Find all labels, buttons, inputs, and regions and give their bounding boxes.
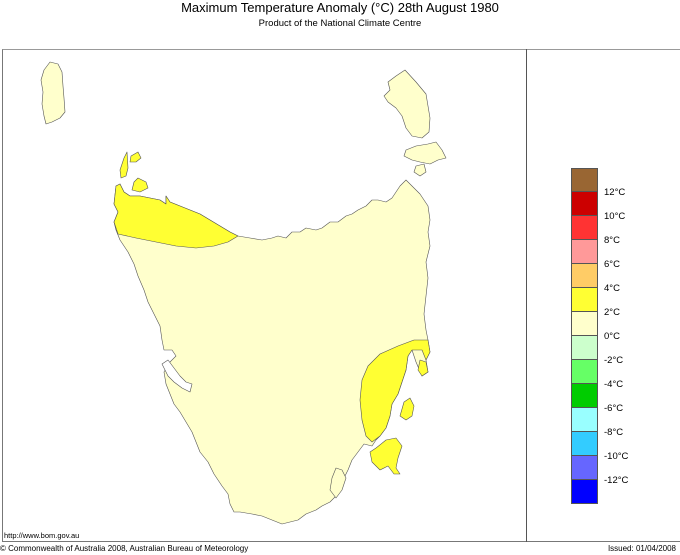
king-island <box>40 61 66 125</box>
three-hummock-island <box>129 151 142 163</box>
copyright-notice: © Commonwealth of Australia 2008, Austra… <box>0 544 249 553</box>
legend-label: 0°C <box>604 331 620 342</box>
legend-swatch <box>571 240 598 264</box>
hunter-island <box>119 151 129 179</box>
legend-swatch <box>571 192 598 216</box>
macquarie-harbour <box>161 359 193 393</box>
map-subtitle: Product of the National Climate Centre <box>258 18 422 29</box>
legend-label: 10°C <box>604 211 626 222</box>
schouten-island <box>417 359 429 377</box>
anomaly-zone-southeast <box>359 339 431 443</box>
legend-label: 2°C <box>604 307 620 318</box>
source-url: http://www.bom.gov.au <box>4 531 80 540</box>
robbins-island <box>131 177 149 193</box>
legend-swatch <box>571 168 598 192</box>
legend-swatch <box>571 288 598 312</box>
legend-swatch <box>571 360 598 384</box>
cape-barren-island <box>403 141 447 165</box>
legend-swatch <box>571 264 598 288</box>
legend-swatch <box>571 408 598 432</box>
legend-label: 8°C <box>604 235 620 246</box>
anomaly-zone-northwest <box>113 183 239 249</box>
legend-swatch <box>571 216 598 240</box>
legend-label: -12°C <box>604 475 629 486</box>
legend-swatch <box>571 312 598 336</box>
legend-colorbar <box>571 168 598 504</box>
legend-swatch <box>571 384 598 408</box>
flinders-island <box>383 69 431 139</box>
map-frame <box>2 49 680 542</box>
legend-swatch <box>571 480 598 504</box>
legend-label: -10°C <box>604 451 629 462</box>
legend-label: 6°C <box>604 259 620 270</box>
issued-date: Issued: 01/04/2008 <box>607 544 676 553</box>
tasmania-map <box>40 61 447 525</box>
legend-divider <box>526 49 527 542</box>
legend-swatch <box>571 456 598 480</box>
tasman-peninsula <box>369 437 403 475</box>
legend-label: -8°C <box>604 427 624 438</box>
legend-label: -2°C <box>604 355 624 366</box>
map-title: Maximum Temperature Anomaly (°C) 28th Au… <box>181 0 499 15</box>
legend-label: -6°C <box>604 403 624 414</box>
legend-swatch <box>571 432 598 456</box>
legend-swatch <box>571 336 598 360</box>
bruny-island <box>329 467 347 499</box>
legend-label: 4°C <box>604 283 620 294</box>
clarke-island <box>413 163 427 177</box>
legend-label: 12°C <box>604 187 626 198</box>
legend-label: -4°C <box>604 379 624 390</box>
maria-island <box>399 397 415 421</box>
